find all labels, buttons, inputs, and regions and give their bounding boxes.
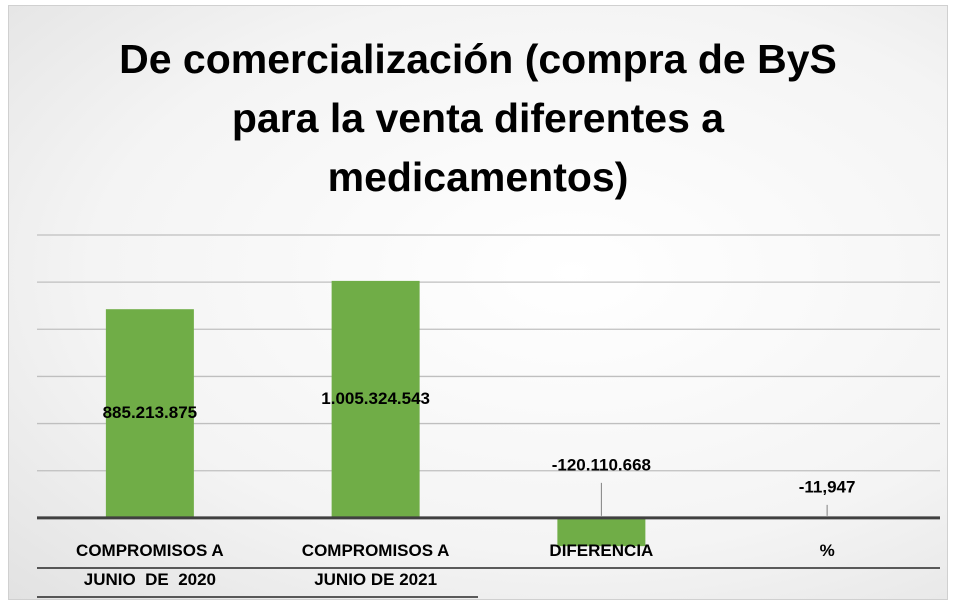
data-label: -120.110.668: [552, 455, 651, 474]
bar: [331, 280, 420, 518]
x-tick-label: %: [820, 541, 835, 560]
data-label: 885.213.875: [103, 403, 198, 422]
x-tick-label: COMPROMISOS A JUNIO DE 2021: [302, 541, 450, 589]
data-label: -11,947: [799, 477, 856, 496]
x-tick-label: DIFERENCIA: [549, 541, 653, 560]
x-tick-label: COMPROMISOS A JUNIO DE 2020: [76, 541, 224, 589]
bar: [557, 517, 646, 547]
data-label: 1.005.324.543: [321, 389, 430, 408]
chart-title: De comercialización (compra de ByS para …: [119, 36, 837, 200]
bar: [105, 309, 194, 518]
